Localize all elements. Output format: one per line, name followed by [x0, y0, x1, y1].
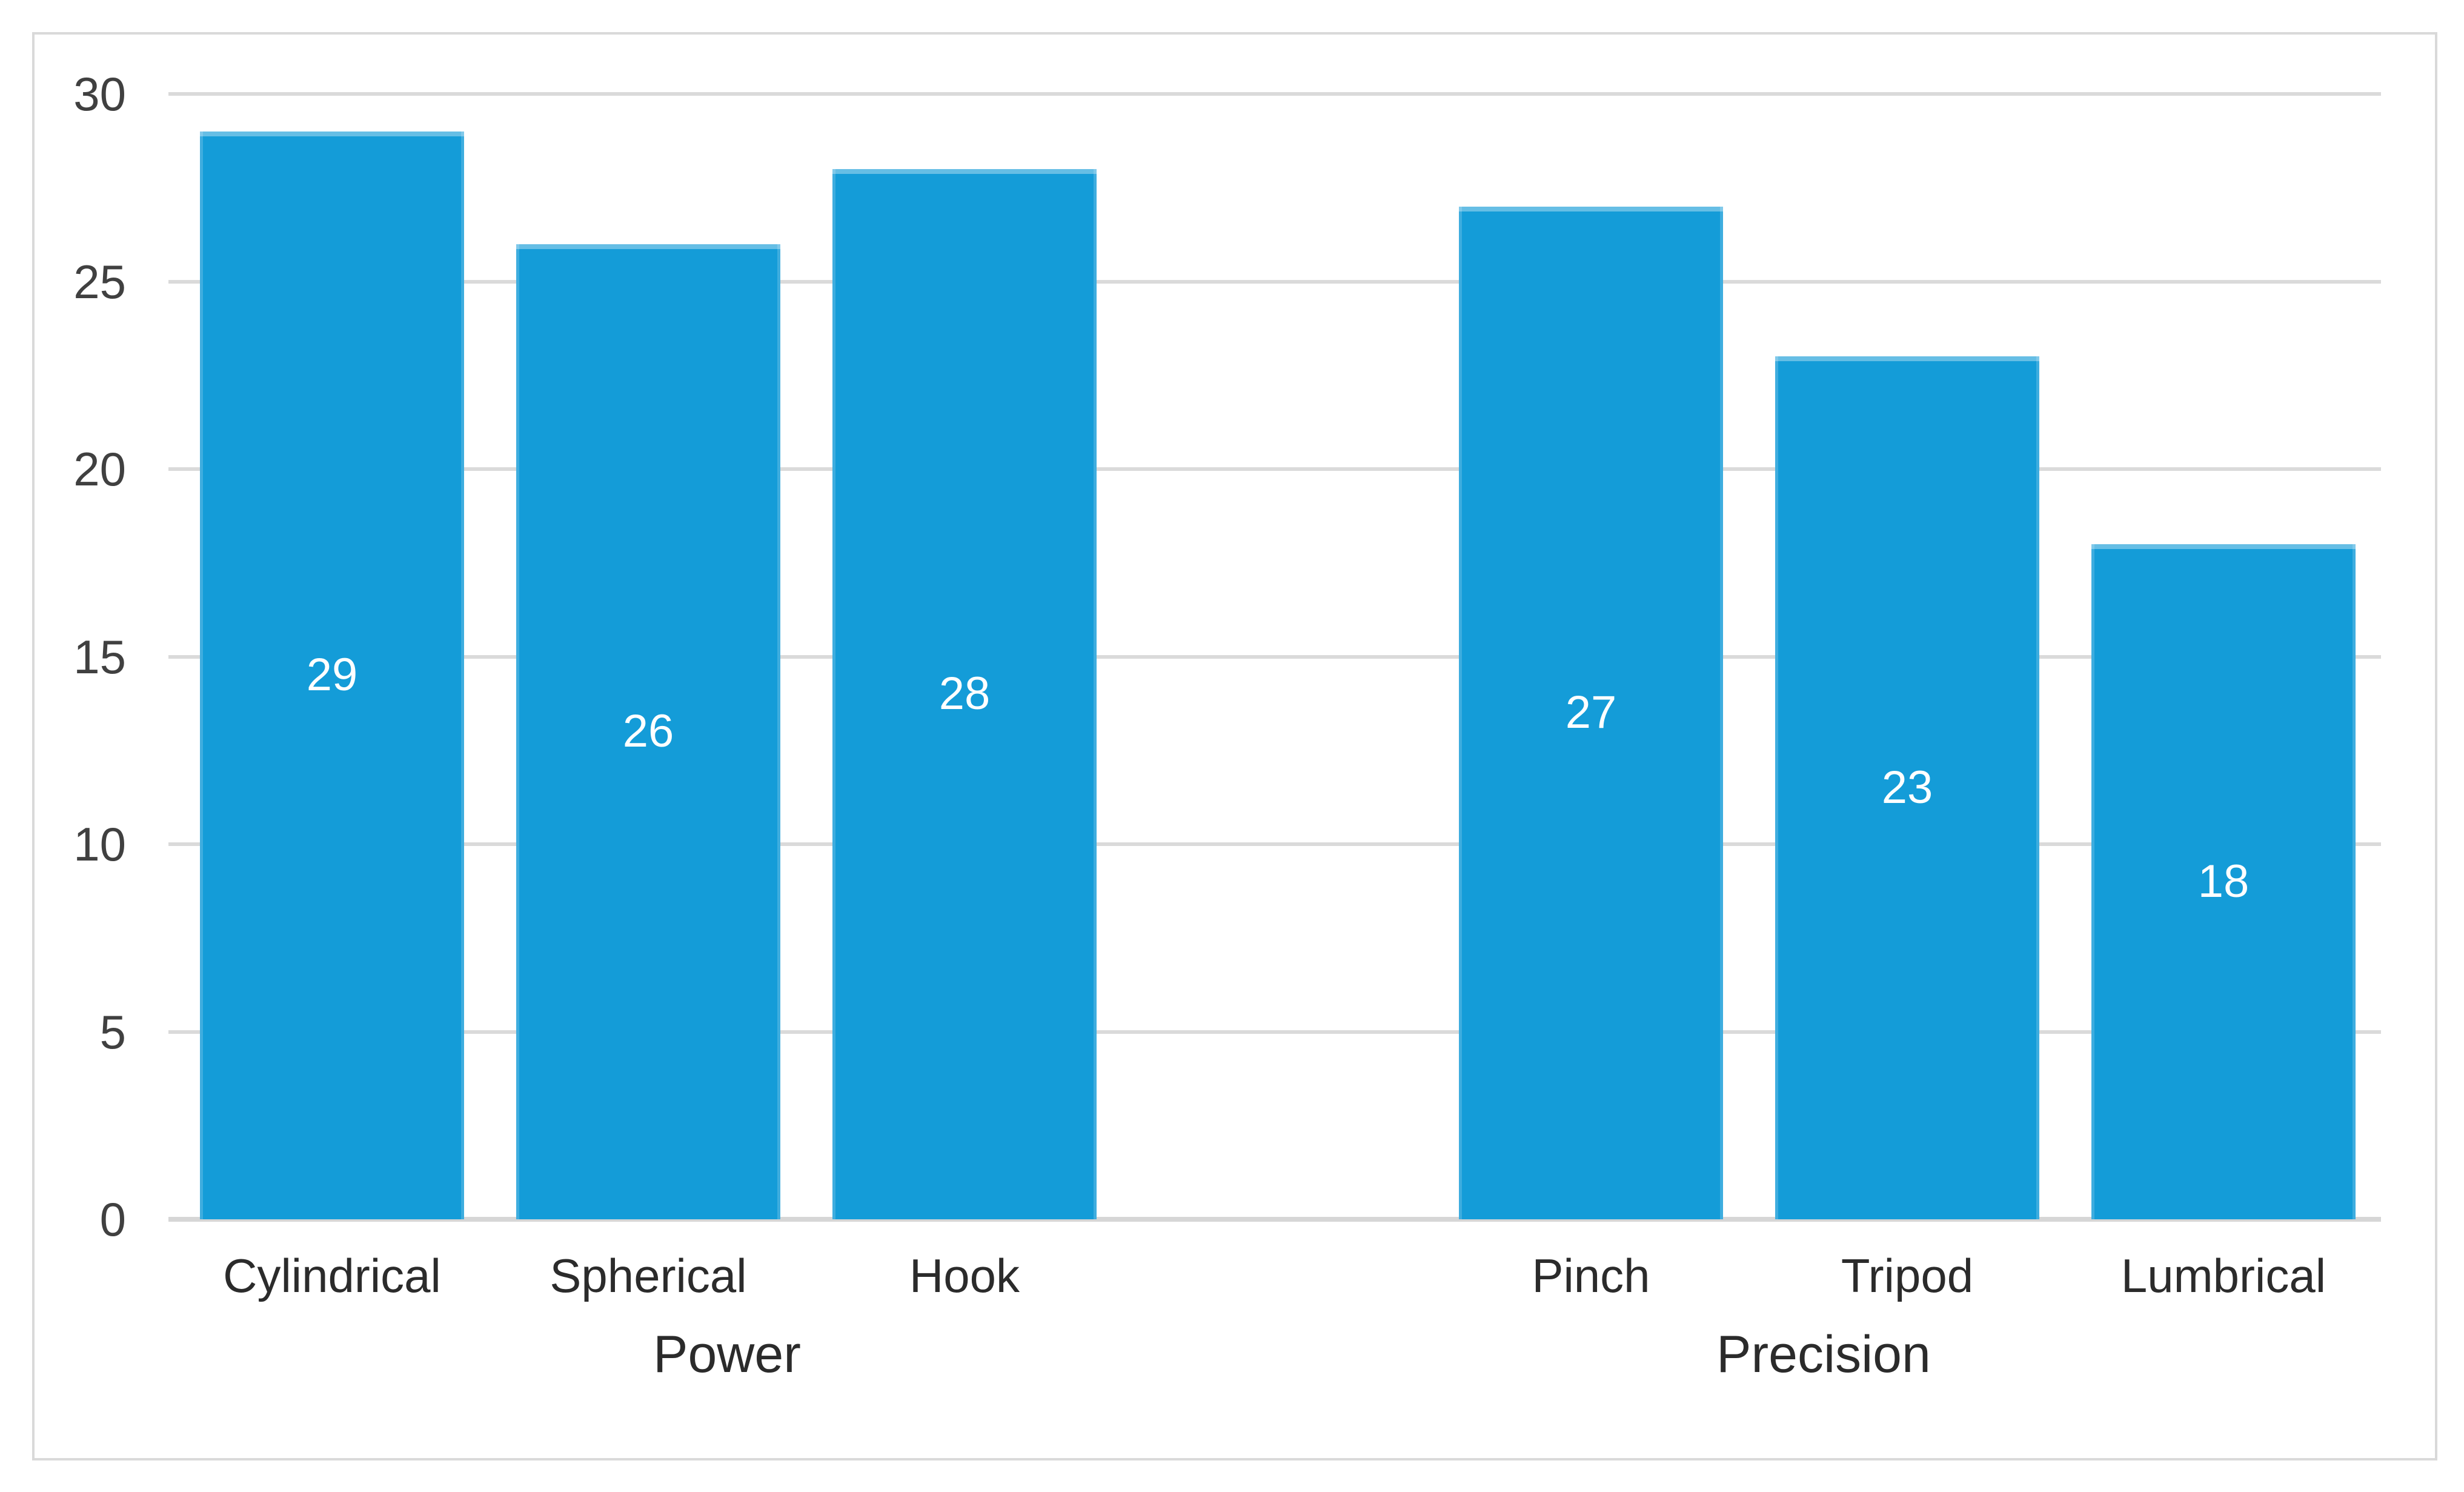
bar-lumbrical [2091, 544, 2356, 1219]
gridline [168, 842, 2381, 846]
bar-value-label: 18 [2197, 855, 2250, 907]
x-axis-category-label-pinch: Pinch [1532, 1249, 1650, 1302]
x-axis-category-label-lumbrical: Lumbrical [2120, 1249, 2326, 1302]
y-axis-tick-label: 25 [73, 255, 126, 308]
bar-cylindrical [200, 131, 464, 1219]
x-axis-category-label-hook: Hook [909, 1249, 1020, 1302]
bar-tripod [1775, 356, 2039, 1219]
y-axis-tick-label: 0 [99, 1193, 126, 1246]
bar-value-label: 23 [1881, 762, 1933, 814]
gridline [168, 279, 2381, 284]
x-axis-category-label-cylindrical: Cylindrical [223, 1249, 441, 1302]
x-axis-group-label-precision: Precision [1716, 1325, 1931, 1384]
bar-value-label: 29 [306, 649, 358, 701]
bar-value-label: 26 [622, 705, 674, 758]
bar-value-label: 28 [938, 668, 991, 720]
y-axis-tick-label: 5 [99, 1005, 126, 1059]
x-axis-group-label-power: Power [653, 1325, 801, 1384]
bar-pinch [1459, 206, 1723, 1219]
x-axis-category-label-spherical: Spherical [550, 1249, 747, 1302]
bar-value-label: 27 [1565, 687, 1617, 739]
bar-hook [832, 168, 1097, 1219]
gridline [168, 654, 2381, 659]
bar-spherical [516, 244, 780, 1219]
y-axis-tick-label: 10 [73, 818, 126, 871]
gridline [168, 467, 2381, 471]
y-axis-tick-label: 20 [73, 442, 126, 496]
gridline [168, 92, 2381, 96]
x-axis-line [168, 1217, 2381, 1222]
gridline [168, 1030, 2381, 1034]
y-axis-tick-label: 30 [73, 67, 126, 121]
x-axis-category-label-tripod: Tripod [1841, 1249, 1974, 1302]
y-axis-tick-label: 15 [73, 630, 126, 684]
